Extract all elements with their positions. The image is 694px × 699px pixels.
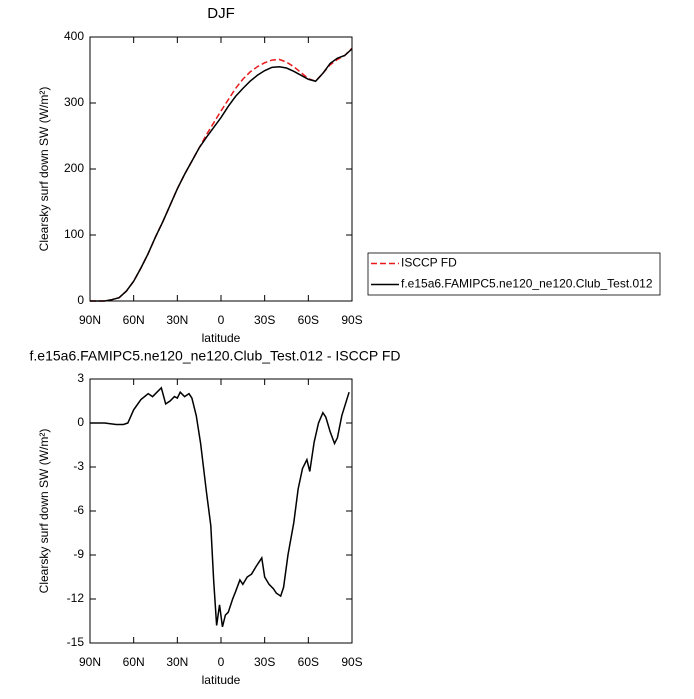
chart-title: f.e15a6.FAMIPC5.ne120_ne120.Club_Test.01… bbox=[30, 348, 401, 364]
y-tick-label: -15 bbox=[67, 635, 85, 649]
x-tick-label: 90N bbox=[79, 313, 101, 327]
plot-frame bbox=[89, 378, 353, 644]
x-tick-label: 30N bbox=[166, 313, 188, 327]
y-tick-label: -12 bbox=[67, 591, 85, 605]
x-tick-label: 0 bbox=[218, 313, 225, 327]
x-tick-label: 30S bbox=[254, 655, 275, 669]
y-tick-label: 0 bbox=[77, 293, 84, 307]
y-axis-label: Clearsky surf down SW (W/m²) bbox=[37, 429, 51, 594]
x-axis-label: latitude bbox=[202, 673, 241, 687]
y-tick-label: 100 bbox=[64, 227, 84, 241]
x-tick-label: 90N bbox=[79, 655, 101, 669]
y-tick-label: 400 bbox=[64, 29, 84, 43]
plot-frame bbox=[89, 36, 353, 302]
x-axis-label: latitude bbox=[202, 331, 241, 345]
series-line bbox=[90, 47, 353, 302]
x-tick-label: 90S bbox=[341, 655, 362, 669]
y-tick-label: 0 bbox=[77, 415, 84, 429]
legend-label: f.e15a6.FAMIPC5.ne120_ne120.Club_Test.01… bbox=[401, 277, 653, 291]
x-tick-label: 30S bbox=[254, 313, 275, 327]
x-tick-label: 30N bbox=[166, 655, 188, 669]
y-tick-label: 3 bbox=[77, 371, 84, 385]
y-tick-label: -3 bbox=[73, 459, 84, 473]
chart-title: DJF bbox=[207, 5, 235, 22]
y-tick-label: -6 bbox=[73, 503, 84, 517]
legend-label: ISCCP FD bbox=[401, 256, 457, 270]
x-tick-label: 60S bbox=[298, 655, 319, 669]
y-axis-label: Clearsky surf down SW (W/m²) bbox=[37, 87, 51, 252]
x-tick-label: 60N bbox=[123, 655, 145, 669]
x-tick-label: 90S bbox=[341, 313, 362, 327]
y-tick-label: 200 bbox=[64, 161, 84, 175]
x-tick-label: 60N bbox=[123, 313, 145, 327]
legend-box bbox=[367, 252, 661, 296]
x-tick-label: 0 bbox=[218, 655, 225, 669]
x-tick-label: 60S bbox=[298, 313, 319, 327]
y-tick-label: 300 bbox=[64, 95, 84, 109]
y-tick-label: -9 bbox=[73, 547, 84, 561]
series-line bbox=[90, 386, 350, 628]
series-line bbox=[90, 48, 353, 302]
